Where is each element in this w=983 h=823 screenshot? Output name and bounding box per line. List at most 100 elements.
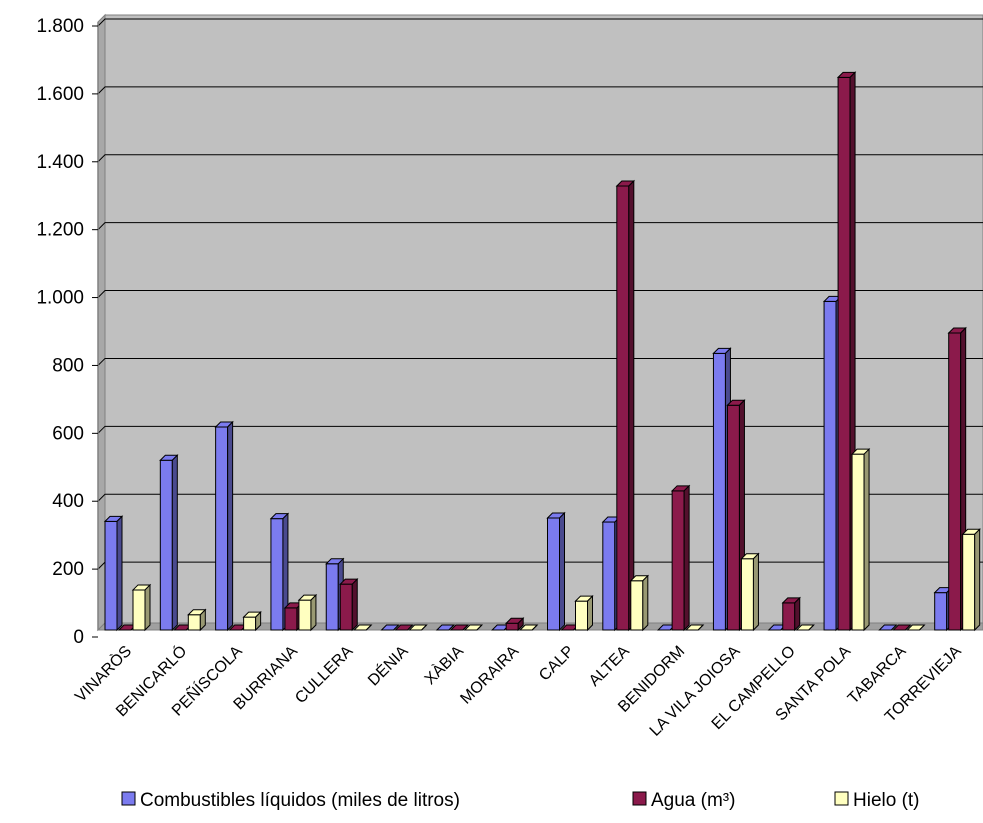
x-category-label: MORAIRA bbox=[457, 643, 522, 708]
y-tick-label: 1.200 bbox=[36, 220, 84, 241]
bar bbox=[339, 577, 359, 632]
bar-side bbox=[199, 608, 206, 632]
bar-side bbox=[808, 624, 815, 631]
bar-front bbox=[948, 332, 962, 631]
legend: Combustibles líquidos (miles de litros) A… bbox=[121, 790, 920, 811]
bar-side bbox=[891, 624, 897, 631]
bar bbox=[947, 326, 967, 632]
bar bbox=[408, 624, 428, 631]
bar-side bbox=[171, 454, 178, 632]
bar bbox=[629, 574, 650, 632]
bar-front bbox=[962, 533, 976, 631]
bar-side bbox=[587, 594, 593, 632]
gridline bbox=[97, 154, 983, 163]
bar-front bbox=[726, 404, 740, 631]
bar-front bbox=[284, 607, 298, 631]
bar bbox=[159, 454, 179, 632]
bar-front bbox=[159, 459, 173, 631]
bar-side bbox=[365, 624, 372, 631]
legend-label: Hielo (t) bbox=[853, 790, 920, 811]
bar-side bbox=[421, 624, 427, 631]
bars bbox=[103, 71, 981, 632]
bar bbox=[961, 528, 981, 632]
gridline bbox=[97, 357, 983, 366]
bar bbox=[380, 624, 400, 631]
bar-side bbox=[476, 624, 483, 631]
y-tick-label: 1.600 bbox=[36, 84, 84, 105]
bar-side bbox=[642, 574, 649, 632]
gridline bbox=[97, 425, 983, 434]
bar-front bbox=[547, 517, 560, 631]
bar bbox=[463, 624, 484, 631]
bar bbox=[892, 624, 912, 631]
bar-side bbox=[697, 624, 704, 631]
legend-label: Agua (m³) bbox=[651, 790, 735, 811]
bar-front bbox=[215, 426, 229, 631]
bar bbox=[795, 624, 815, 631]
x-category-label: XÀBIA bbox=[420, 641, 467, 688]
bar bbox=[103, 515, 124, 632]
bar-front bbox=[187, 614, 201, 631]
gridline bbox=[97, 86, 983, 95]
x-category-label: DÉNIA bbox=[364, 641, 412, 689]
bar-front bbox=[934, 592, 948, 631]
bar-front bbox=[782, 602, 796, 631]
bar bbox=[504, 617, 525, 632]
bar-side bbox=[919, 624, 925, 631]
gridline bbox=[97, 18, 983, 27]
bar-side bbox=[255, 610, 262, 632]
bar bbox=[850, 447, 871, 632]
bar-front bbox=[298, 599, 312, 631]
bar-side bbox=[974, 528, 981, 632]
bar bbox=[394, 624, 414, 631]
bar-side bbox=[462, 624, 469, 631]
bar-front bbox=[602, 521, 616, 631]
bar-front bbox=[339, 583, 353, 631]
bar bbox=[187, 608, 207, 632]
legend-item: Combustibles líquidos (miles de litros) bbox=[121, 790, 460, 811]
bar bbox=[214, 420, 234, 632]
y-tick-label: 200 bbox=[52, 559, 84, 580]
bar-front bbox=[505, 622, 519, 631]
x-axis: VINARÒSBENICARLÓPEÑÍSCOLABURRIANACULLERA… bbox=[71, 640, 965, 739]
bar-side bbox=[517, 617, 524, 632]
bar-side bbox=[351, 577, 358, 632]
bar bbox=[615, 179, 636, 632]
bar-side bbox=[559, 511, 565, 632]
bar-side bbox=[752, 552, 759, 632]
bar bbox=[878, 624, 898, 631]
bar-front bbox=[837, 76, 851, 631]
bar-side bbox=[628, 179, 635, 632]
bar-side bbox=[794, 596, 801, 632]
bar bbox=[449, 624, 470, 631]
bar-side bbox=[144, 583, 151, 632]
bar bbox=[242, 610, 262, 632]
bar-front bbox=[104, 520, 118, 631]
bar bbox=[435, 624, 456, 631]
bar bbox=[684, 624, 705, 631]
legend-item: Agua (m³) bbox=[632, 790, 735, 811]
y-tick-label: 400 bbox=[52, 491, 84, 512]
bar bbox=[353, 624, 373, 631]
bar-side bbox=[448, 624, 455, 631]
y-tick-label: 1.800 bbox=[36, 16, 84, 37]
bar bbox=[325, 557, 345, 632]
bar-front bbox=[712, 352, 726, 631]
bar-front bbox=[630, 580, 644, 631]
bar bbox=[269, 512, 290, 632]
bar-front bbox=[243, 616, 257, 631]
bar bbox=[546, 511, 566, 632]
bar-side bbox=[683, 484, 690, 632]
y-tick-label: 1.400 bbox=[36, 152, 84, 173]
bar-side bbox=[531, 624, 538, 631]
bar-front bbox=[671, 490, 685, 631]
legend-swatch bbox=[121, 791, 136, 806]
bar bbox=[297, 593, 318, 632]
plot-side-wall bbox=[97, 13, 106, 632]
bar-side bbox=[310, 593, 317, 632]
x-category-label: CULLERA bbox=[292, 643, 356, 707]
gridlines bbox=[97, 18, 983, 570]
bar-side bbox=[863, 447, 870, 632]
bar bbox=[781, 596, 801, 632]
